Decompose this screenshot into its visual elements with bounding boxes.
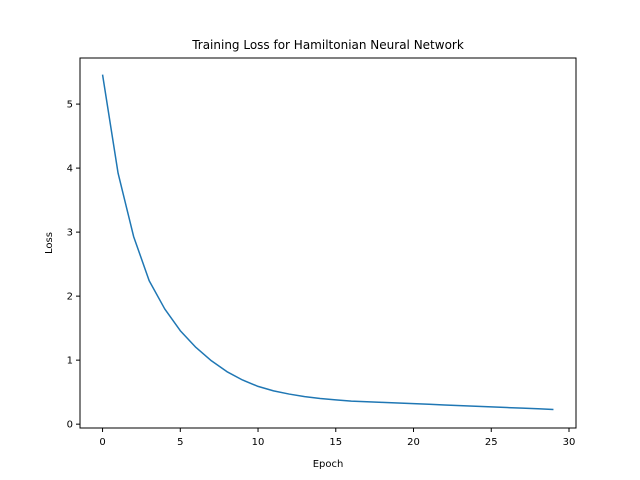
chart-title: Training Loss for Hamiltonian Neural Net… (191, 38, 464, 52)
y-tick-label: 3 (67, 228, 73, 239)
series-layer (101, 74, 554, 411)
x-tick-label: 20 (407, 437, 420, 448)
y-axis-ticks: 0 1 2 3 4 5 (67, 100, 80, 431)
x-tick-label: 25 (485, 437, 498, 448)
y-axis-label: Loss (44, 232, 55, 254)
y-tick-label: 1 (67, 356, 73, 367)
x-tick-label: 5 (177, 437, 183, 448)
y-tick-label: 5 (67, 100, 73, 111)
x-tick-label: 30 (563, 437, 576, 448)
x-tick-label: 10 (252, 437, 265, 448)
x-axis-ticks: 0 5 10 15 20 25 30 (99, 428, 575, 448)
x-tick-label: 0 (99, 437, 105, 448)
x-axis-label: Epoch (313, 459, 344, 470)
x-tick-label: 15 (329, 437, 342, 448)
plot-area-frame (79, 57, 577, 429)
y-tick-label: 4 (67, 164, 73, 175)
y-tick-label: 2 (67, 292, 73, 303)
y-tick-label: 0 (67, 420, 73, 431)
loss-series-line (101, 74, 554, 411)
